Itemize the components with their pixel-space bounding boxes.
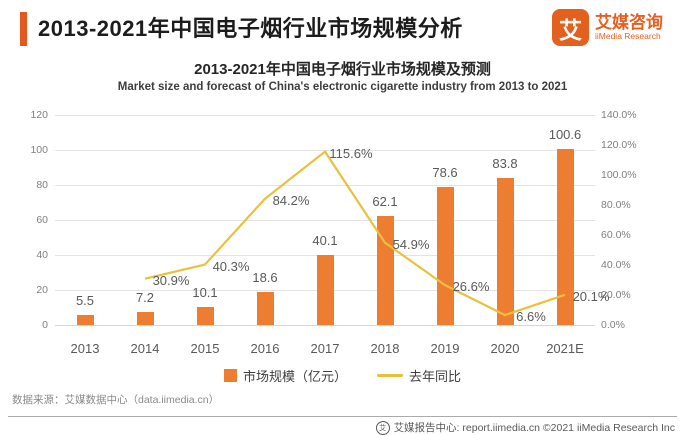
x-axis-label-2021E: 2021E — [546, 341, 584, 356]
report-footer: 艾 艾媒报告中心: report.iimedia.cn ©2021 iiMedi… — [375, 420, 675, 435]
bar-series-swatch-icon — [223, 369, 237, 382]
right-axis-tick: 60.0% — [601, 229, 631, 241]
right-axis-tick: 120.0% — [601, 139, 637, 151]
line-value-label: 30.9% — [152, 272, 190, 288]
bar-value-label: 5.5 — [75, 293, 95, 309]
x-axis-label-2020: 2020 — [490, 341, 520, 356]
right-axis-tick: 20.0% — [601, 289, 631, 301]
title-accent-bar — [20, 12, 27, 46]
x-axis-label-2019: 2019 — [430, 341, 460, 356]
x-axis-label-2017: 2017 — [310, 341, 340, 356]
left-axis-tick: 0 — [42, 319, 48, 331]
bar-value-label: 83.8 — [492, 156, 518, 172]
bar-2019 — [436, 187, 454, 325]
right-axis-tick: 40.0% — [601, 259, 631, 271]
bar-value-label: 18.6 — [252, 270, 278, 286]
left-axis-tick: 20 — [36, 284, 48, 296]
legend-item-market-size: 市场规模（亿元） — [223, 366, 347, 385]
chart-legend: 市场规模（亿元） 去年同比 — [0, 366, 685, 385]
yoy-line-path — [144, 150, 566, 317]
bar-value-label: 10.1 — [192, 285, 218, 301]
gridline — [55, 219, 595, 221]
left-axis-tick: 100 — [30, 144, 48, 156]
line-value-label: 26.6% — [452, 279, 490, 295]
bar-value-label: 100.6 — [548, 126, 582, 142]
line-value-label: 6.6% — [516, 309, 546, 325]
right-axis-tick: 80.0% — [601, 199, 631, 211]
x-axis-label-2018: 2018 — [370, 341, 400, 356]
page-title: 2013-2021年中国电子烟行业市场规模分析 — [38, 16, 463, 41]
right-axis-tick: 140.0% — [601, 109, 637, 121]
left-axis-tick: 80 — [36, 179, 48, 191]
bar-2021E — [556, 148, 574, 325]
data-source-note: 数据来源：艾媒数据中心（data.iimedia.cn） — [12, 394, 220, 406]
report-footer-text: 艾媒报告中心: report.iimedia.cn ©2021 iiMedia … — [393, 422, 675, 434]
gridline — [55, 114, 595, 116]
bar-2020 — [496, 178, 514, 325]
bar-2015 — [196, 307, 214, 325]
legend-label-market-size: 市场规模（亿元） — [242, 369, 347, 384]
bar-2017 — [316, 254, 334, 325]
bar-value-label: 62.1 — [372, 194, 398, 210]
brand-logo: 艾 艾媒咨询 iiMedia Research — [552, 9, 663, 46]
brand-subname: iiMedia Research — [595, 30, 661, 41]
line-value-label: 54.9% — [392, 236, 430, 252]
footer-divider — [8, 416, 677, 417]
bar-2014 — [136, 312, 154, 325]
line-value-label: 115.6% — [329, 145, 373, 161]
x-axis-label-2013: 2013 — [70, 341, 100, 356]
left-axis-tick: 120 — [30, 109, 48, 121]
legend-item-yoy: 去年同比 — [377, 366, 461, 385]
line-value-label: 20.1% — [572, 288, 610, 304]
bar-value-label: 7.2 — [135, 290, 155, 306]
line-series-swatch-icon — [377, 373, 403, 378]
bar-2016 — [256, 292, 274, 325]
right-axis-tick: 100.0% — [601, 169, 637, 181]
chart-title: 2013-2021年中国电子烟行业市场规模及预测 — [194, 61, 491, 78]
gridline — [55, 149, 595, 151]
brand-logo-icon: 艾 — [552, 9, 589, 46]
gridline — [55, 324, 595, 326]
x-axis-label-2016: 2016 — [250, 341, 280, 356]
line-value-label: 84.2% — [272, 192, 310, 208]
left-axis-tick: 60 — [36, 214, 48, 226]
bar-2013 — [76, 315, 94, 325]
bar-value-label: 40.1 — [312, 232, 338, 248]
x-axis-label-2014: 2014 — [130, 341, 160, 356]
right-axis-tick: 0.0% — [601, 319, 625, 331]
gridline — [55, 184, 595, 186]
bar-2018 — [376, 216, 394, 325]
bar-value-label: 78.6 — [432, 165, 458, 181]
brand-name: 艾媒咨询 — [595, 13, 663, 33]
chart-subtitle: Market size and forecast of China's elec… — [117, 81, 568, 93]
imedia-circle-icon: 艾 — [375, 420, 390, 435]
x-axis-label-2015: 2015 — [190, 341, 220, 356]
line-value-label: 40.3% — [212, 258, 250, 274]
legend-label-yoy: 去年同比 — [409, 369, 462, 384]
left-axis-tick: 40 — [36, 249, 48, 261]
